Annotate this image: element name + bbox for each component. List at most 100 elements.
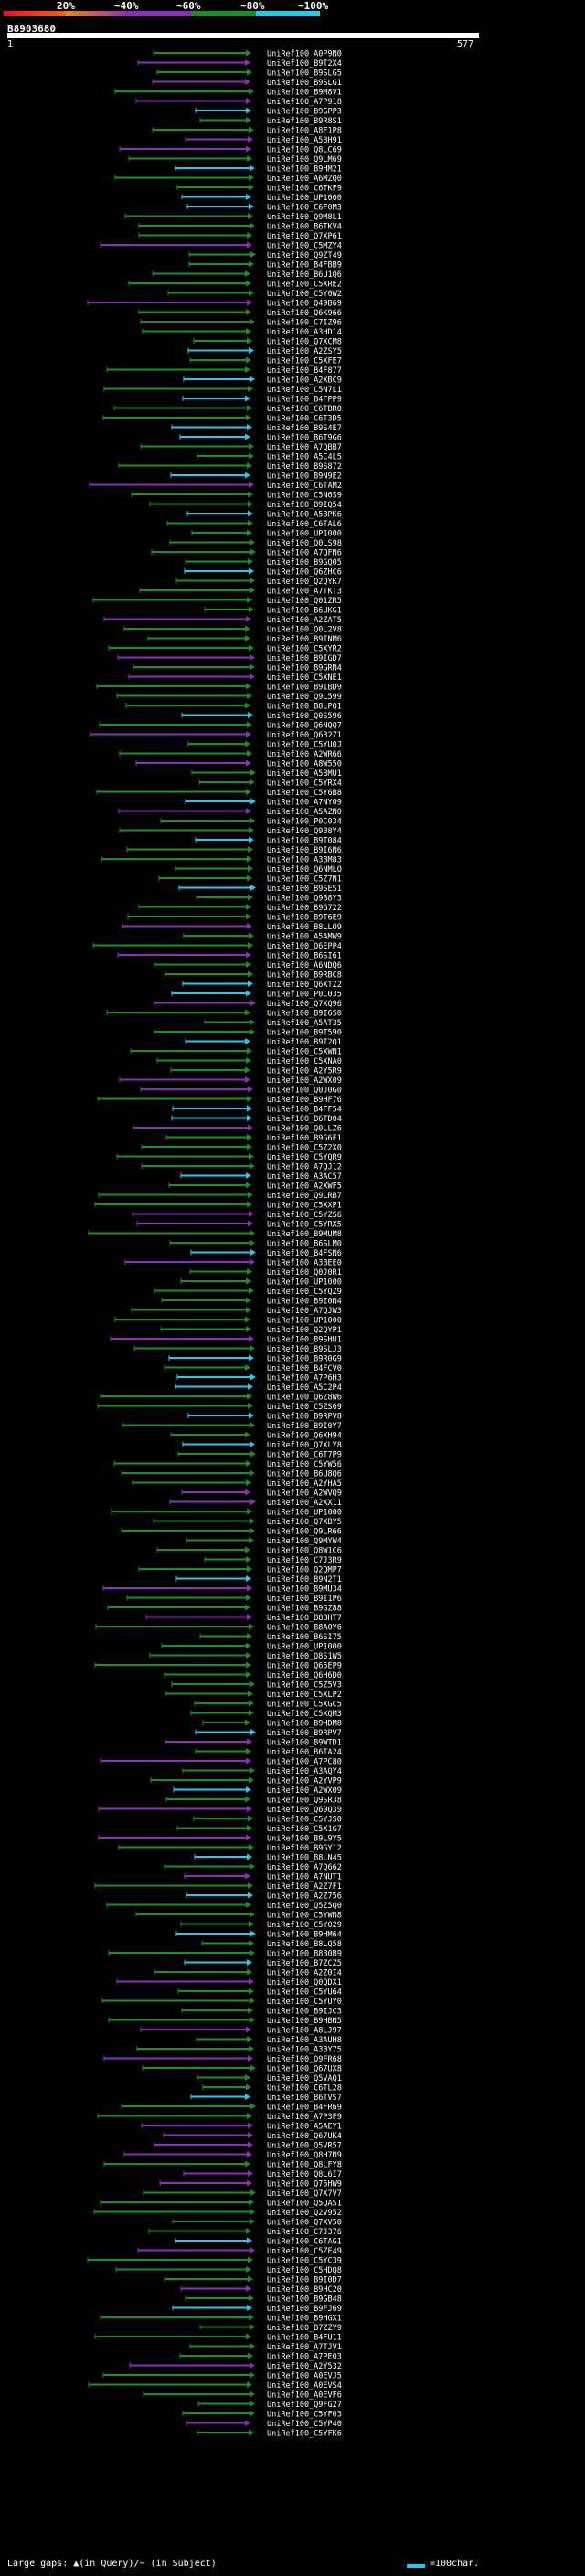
hit-label[interactable]: UniRef100_B6SI75 <box>267 1633 342 1642</box>
hit-label[interactable]: UniRef100_Q0LLZ6 <box>267 1125 342 1134</box>
hit-label[interactable]: UniRef100_Q0QDX1 <box>267 1978 342 1988</box>
hit-label[interactable]: UniRef100_C6F0M3 <box>267 204 342 213</box>
hit-label[interactable]: UniRef100_Q2QMP7 <box>267 1566 342 1575</box>
hit-label[interactable]: UniRef100_Q0J0R1 <box>267 1268 342 1277</box>
hit-label[interactable]: UniRef100_A7QBB7 <box>267 443 342 452</box>
hit-label[interactable]: UniRef100_Q8L6I7 <box>267 2170 342 2179</box>
hit-label[interactable]: UniRef100_C5YJS0 <box>267 1816 342 1825</box>
hit-label[interactable]: UniRef100_UP1000 <box>267 1643 342 1652</box>
hit-label[interactable]: UniRef100_Q5VR57 <box>267 2142 342 2151</box>
hit-label[interactable]: UniRef100_Q9L599 <box>267 693 342 702</box>
hit-label[interactable]: UniRef100_Q8S1W5 <box>267 1652 342 1661</box>
hit-label[interactable]: UniRef100_Q6H6D0 <box>267 1671 342 1680</box>
hit-label[interactable]: UniRef100_Q5VAQ1 <box>267 2074 342 2083</box>
hit-label[interactable]: UniRef100_B9T6E9 <box>267 914 342 923</box>
hit-label[interactable]: UniRef100_Q9B8Y3 <box>267 895 342 904</box>
hit-label[interactable]: UniRef100_A5AEY1 <box>267 2123 342 2132</box>
hit-label[interactable]: UniRef100_B9G6F1 <box>267 1134 342 1143</box>
hit-label[interactable]: UniRef100_A3HD14 <box>267 328 342 337</box>
hit-label[interactable]: UniRef100_B9SHU1 <box>267 1336 342 1345</box>
hit-label[interactable]: UniRef100_C5ZS69 <box>267 1403 342 1412</box>
hit-label[interactable]: UniRef100_Q6B2Z1 <box>267 731 342 740</box>
hit-label[interactable]: UniRef100_Q65EP9 <box>267 1662 342 1671</box>
hit-label[interactable]: UniRef100_Q7XCM8 <box>267 338 342 347</box>
hit-label[interactable]: UniRef100_A5BH91 <box>267 136 342 145</box>
hit-label[interactable]: UniRef100_Q69Q39 <box>267 1806 342 1815</box>
hit-label[interactable]: UniRef100_B9S872 <box>267 462 342 472</box>
hit-label[interactable]: UniRef100_A3BEE0 <box>267 1259 342 1268</box>
hit-label[interactable]: UniRef100_B9RPV7 <box>267 1729 342 1738</box>
hit-label[interactable]: UniRef100_C5YWN8 <box>267 1912 342 1921</box>
hit-label[interactable]: UniRef100_B8LPQ1 <box>267 703 342 712</box>
hit-label[interactable]: UniRef100_Q9SR38 <box>267 1797 342 1806</box>
hit-label[interactable]: UniRef100_A2WX09 <box>267 1786 342 1796</box>
hit-label[interactable]: UniRef100_B9M8V1 <box>267 89 342 98</box>
hit-label[interactable]: UniRef100_B9HDM8 <box>267 1720 342 1729</box>
hit-label[interactable]: UniRef100_C5YC39 <box>267 2257 342 2266</box>
hit-label[interactable]: UniRef100_B6SLM0 <box>267 1240 342 1249</box>
hit-label[interactable]: UniRef100_A2YHA5 <box>267 1479 342 1489</box>
hit-label[interactable]: UniRef100_B8LLO9 <box>267 923 342 932</box>
hit-label[interactable]: UniRef100_A7P3F9 <box>267 2113 342 2122</box>
hit-label[interactable]: UniRef100_C5Z5V3 <box>267 1681 342 1691</box>
hit-label[interactable]: UniRef100_A7NUT1 <box>267 1873 342 1882</box>
hit-label[interactable]: UniRef100_Q7XLY8 <box>267 1441 342 1450</box>
hit-label[interactable]: UniRef100_A7P918 <box>267 98 342 107</box>
hit-label[interactable]: UniRef100_B9G722 <box>267 904 342 913</box>
hit-label[interactable]: UniRef100_A3AUH8 <box>267 2036 342 2045</box>
hit-label[interactable]: UniRef100_B9MUM8 <box>267 1230 342 1239</box>
hit-label[interactable]: UniRef100_A8LJ97 <box>267 2027 342 2036</box>
hit-label[interactable]: UniRef100_C5YF03 <box>267 2411 342 2420</box>
hit-label[interactable]: UniRef100_A2YVP9 <box>267 1777 342 1786</box>
hit-label[interactable]: UniRef100_C5XFE7 <box>267 357 342 366</box>
hit-label[interactable]: UniRef100_B9FJ69 <box>267 2305 342 2314</box>
hit-label[interactable]: UniRef100_A2ZAT5 <box>267 616 342 625</box>
hit-label[interactable]: UniRef100_C5N6S9 <box>267 492 342 501</box>
hit-label[interactable]: UniRef100_A7QJW3 <box>267 1307 342 1316</box>
hit-label[interactable]: UniRef100_C5XYR2 <box>267 645 342 654</box>
hit-label[interactable]: UniRef100_C5HDQ8 <box>267 2266 342 2275</box>
hit-label[interactable]: UniRef100_Q9LRB7 <box>267 1192 342 1201</box>
hit-label[interactable]: UniRef100_C5YRX4 <box>267 779 342 789</box>
hit-label[interactable]: UniRef100_B9INM6 <box>267 635 342 644</box>
hit-label[interactable]: UniRef100_B4FF54 <box>267 1106 342 1115</box>
hit-label[interactable]: UniRef100_C6T3D5 <box>267 415 342 424</box>
hit-label[interactable]: UniRef100_Q9LM69 <box>267 155 342 164</box>
hit-label[interactable]: UniRef100_A3BM83 <box>267 856 342 865</box>
hit-label[interactable]: UniRef100_Q0J0G0 <box>267 1087 342 1096</box>
hit-label[interactable]: UniRef100_B4FBB9 <box>267 261 342 270</box>
hit-label[interactable]: UniRef100_A3BY75 <box>267 2046 342 2055</box>
hit-label[interactable]: UniRef100_A2XX11 <box>267 1499 342 1508</box>
hit-label[interactable]: UniRef100_A2Z0I4 <box>267 1969 342 1978</box>
hit-label[interactable]: UniRef100_C5Y6B8 <box>267 789 342 798</box>
hit-label[interactable]: UniRef100_C5YU0J <box>267 741 342 750</box>
hit-label[interactable]: UniRef100_B9I6S0 <box>267 1010 342 1019</box>
hit-label[interactable]: UniRef100_B6TD04 <box>267 1115 342 1124</box>
hit-label[interactable]: UniRef100_A5AT35 <box>267 1019 342 1028</box>
hit-label[interactable]: UniRef100_B9S4E7 <box>267 424 342 433</box>
hit-label[interactable]: UniRef100_B9HM64 <box>267 1931 342 1940</box>
hit-label[interactable]: UniRef100_B8BHT7 <box>267 1614 342 1623</box>
hit-label[interactable]: UniRef100_B9IQ54 <box>267 501 342 510</box>
hit-label[interactable]: UniRef100_B6SI61 <box>267 952 342 961</box>
hit-label[interactable]: UniRef100_Q7XBY5 <box>267 1518 342 1527</box>
hit-label[interactable]: UniRef100_C5ZE49 <box>267 2247 342 2256</box>
hit-label[interactable]: UniRef100_C7J376 <box>267 2228 342 2237</box>
hit-label[interactable]: UniRef100_B9T2Q1 <box>267 1038 342 1047</box>
hit-label[interactable]: UniRef100_Q6K966 <box>267 309 342 318</box>
hit-label[interactable]: UniRef100_B9I1P6 <box>267 1595 342 1604</box>
hit-label[interactable]: UniRef100_C5XWN1 <box>267 1048 342 1057</box>
hit-label[interactable]: UniRef100_Q9FG27 <box>267 2401 342 2410</box>
hit-label[interactable]: UniRef100_A7QJ12 <box>267 1163 342 1172</box>
hit-label[interactable]: UniRef100_C5X1G7 <box>267 1825 342 1834</box>
hit-label[interactable]: UniRef100_B9R0G9 <box>267 1355 342 1364</box>
hit-label[interactable]: UniRef100_B9MU34 <box>267 1585 342 1595</box>
hit-label[interactable]: UniRef100_B9WTD1 <box>267 1739 342 1748</box>
hit-label[interactable]: UniRef100_Q6ZHC6 <box>267 568 342 578</box>
hit-label[interactable]: UniRef100_Q7X7V7 <box>267 2189 342 2199</box>
hit-label[interactable]: UniRef100_A8W550 <box>267 760 342 769</box>
hit-label[interactable]: UniRef100_C6T7P9 <box>267 1451 342 1460</box>
hit-label[interactable]: UniRef100_B9T2X4 <box>267 59 342 69</box>
hit-label[interactable]: UniRef100_A2XWF5 <box>267 1182 342 1192</box>
hit-label[interactable]: UniRef100_UP1000 <box>267 1509 342 1518</box>
